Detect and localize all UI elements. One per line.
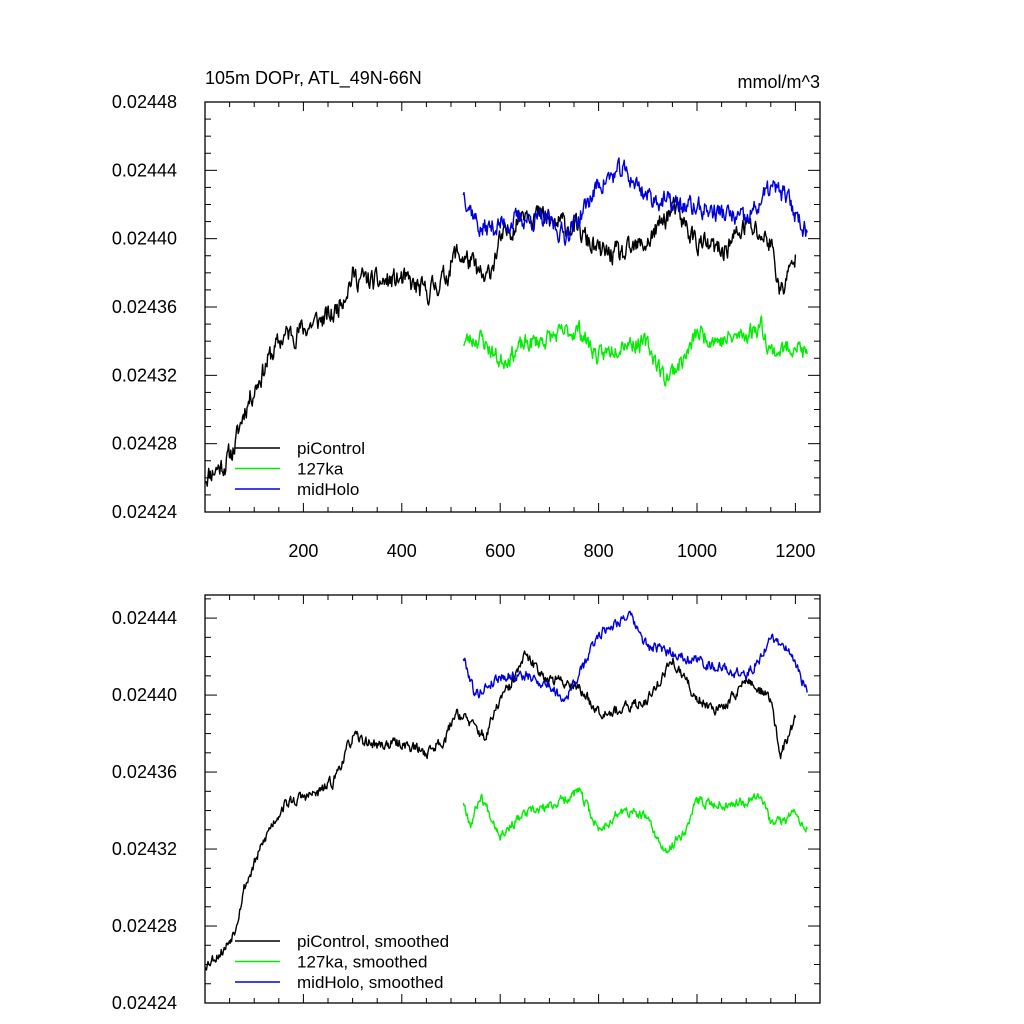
bottom-legend-label: piControl, smoothed: [297, 932, 449, 951]
top-x-tick-label: 400: [387, 541, 417, 561]
bottom-y-tick-label: 0.02428: [112, 916, 177, 936]
bottom-series-midholo-smoothed: [462, 610, 808, 702]
top-x-tick-label: 600: [485, 541, 515, 561]
bottom-legend-label: midHolo, smoothed: [297, 973, 443, 992]
bottom-y-tick-label: 0.02440: [112, 685, 177, 705]
units-label: mmol/m^3: [738, 72, 820, 92]
top-x-tick-label: 800: [584, 541, 614, 561]
bottom-y-tick-label: 0.02444: [112, 608, 177, 628]
top-series-127ka: [463, 315, 808, 387]
top-y-tick-label: 0.02428: [112, 434, 177, 454]
bottom-y-tick-label: 0.02432: [112, 839, 177, 859]
top-legend-label: piControl: [297, 439, 365, 458]
top-legend-label: midHolo: [297, 480, 359, 499]
top-panel: 200 400 600 800 1000 1200 0.02424 0.02428 0.0243…: [112, 68, 821, 561]
top-y-tick-label: 0.02432: [112, 365, 177, 385]
top-x-tick-label: 200: [288, 541, 318, 561]
top-y-tick-label: 0.02448: [112, 92, 177, 112]
bottom-y-tick-label: 0.02424: [112, 993, 177, 1013]
top-series-midholo: [462, 157, 808, 246]
top-x-tick-label: 1000: [677, 541, 717, 561]
bottom-panel: 0.02424 0.02428 0.02432 0.02436 0.02440 0.024…: [112, 594, 821, 1013]
bottom-legend-label: 127ka, smoothed: [297, 953, 427, 972]
chart-title: 105m DOPr, ATL_49N-66N: [205, 68, 422, 89]
top-y-tick-label: 0.02424: [112, 502, 177, 522]
top-y-tick-label: 0.02436: [112, 297, 177, 317]
bottom-y-tick-label: 0.02436: [112, 762, 177, 782]
top-x-tick-label: 1200: [775, 541, 815, 561]
bottom-plot-frame: [204, 594, 821, 1004]
bottom-series-127ka-smoothed: [462, 787, 808, 854]
top-legend-label: 127ka: [297, 460, 344, 479]
bottom-series-picontrol-smoothed: [205, 650, 797, 971]
top-y-tick-label: 0.02440: [112, 229, 177, 249]
top-series-picontrol: [205, 196, 797, 487]
top-y-tick-label: 0.02444: [112, 160, 177, 180]
